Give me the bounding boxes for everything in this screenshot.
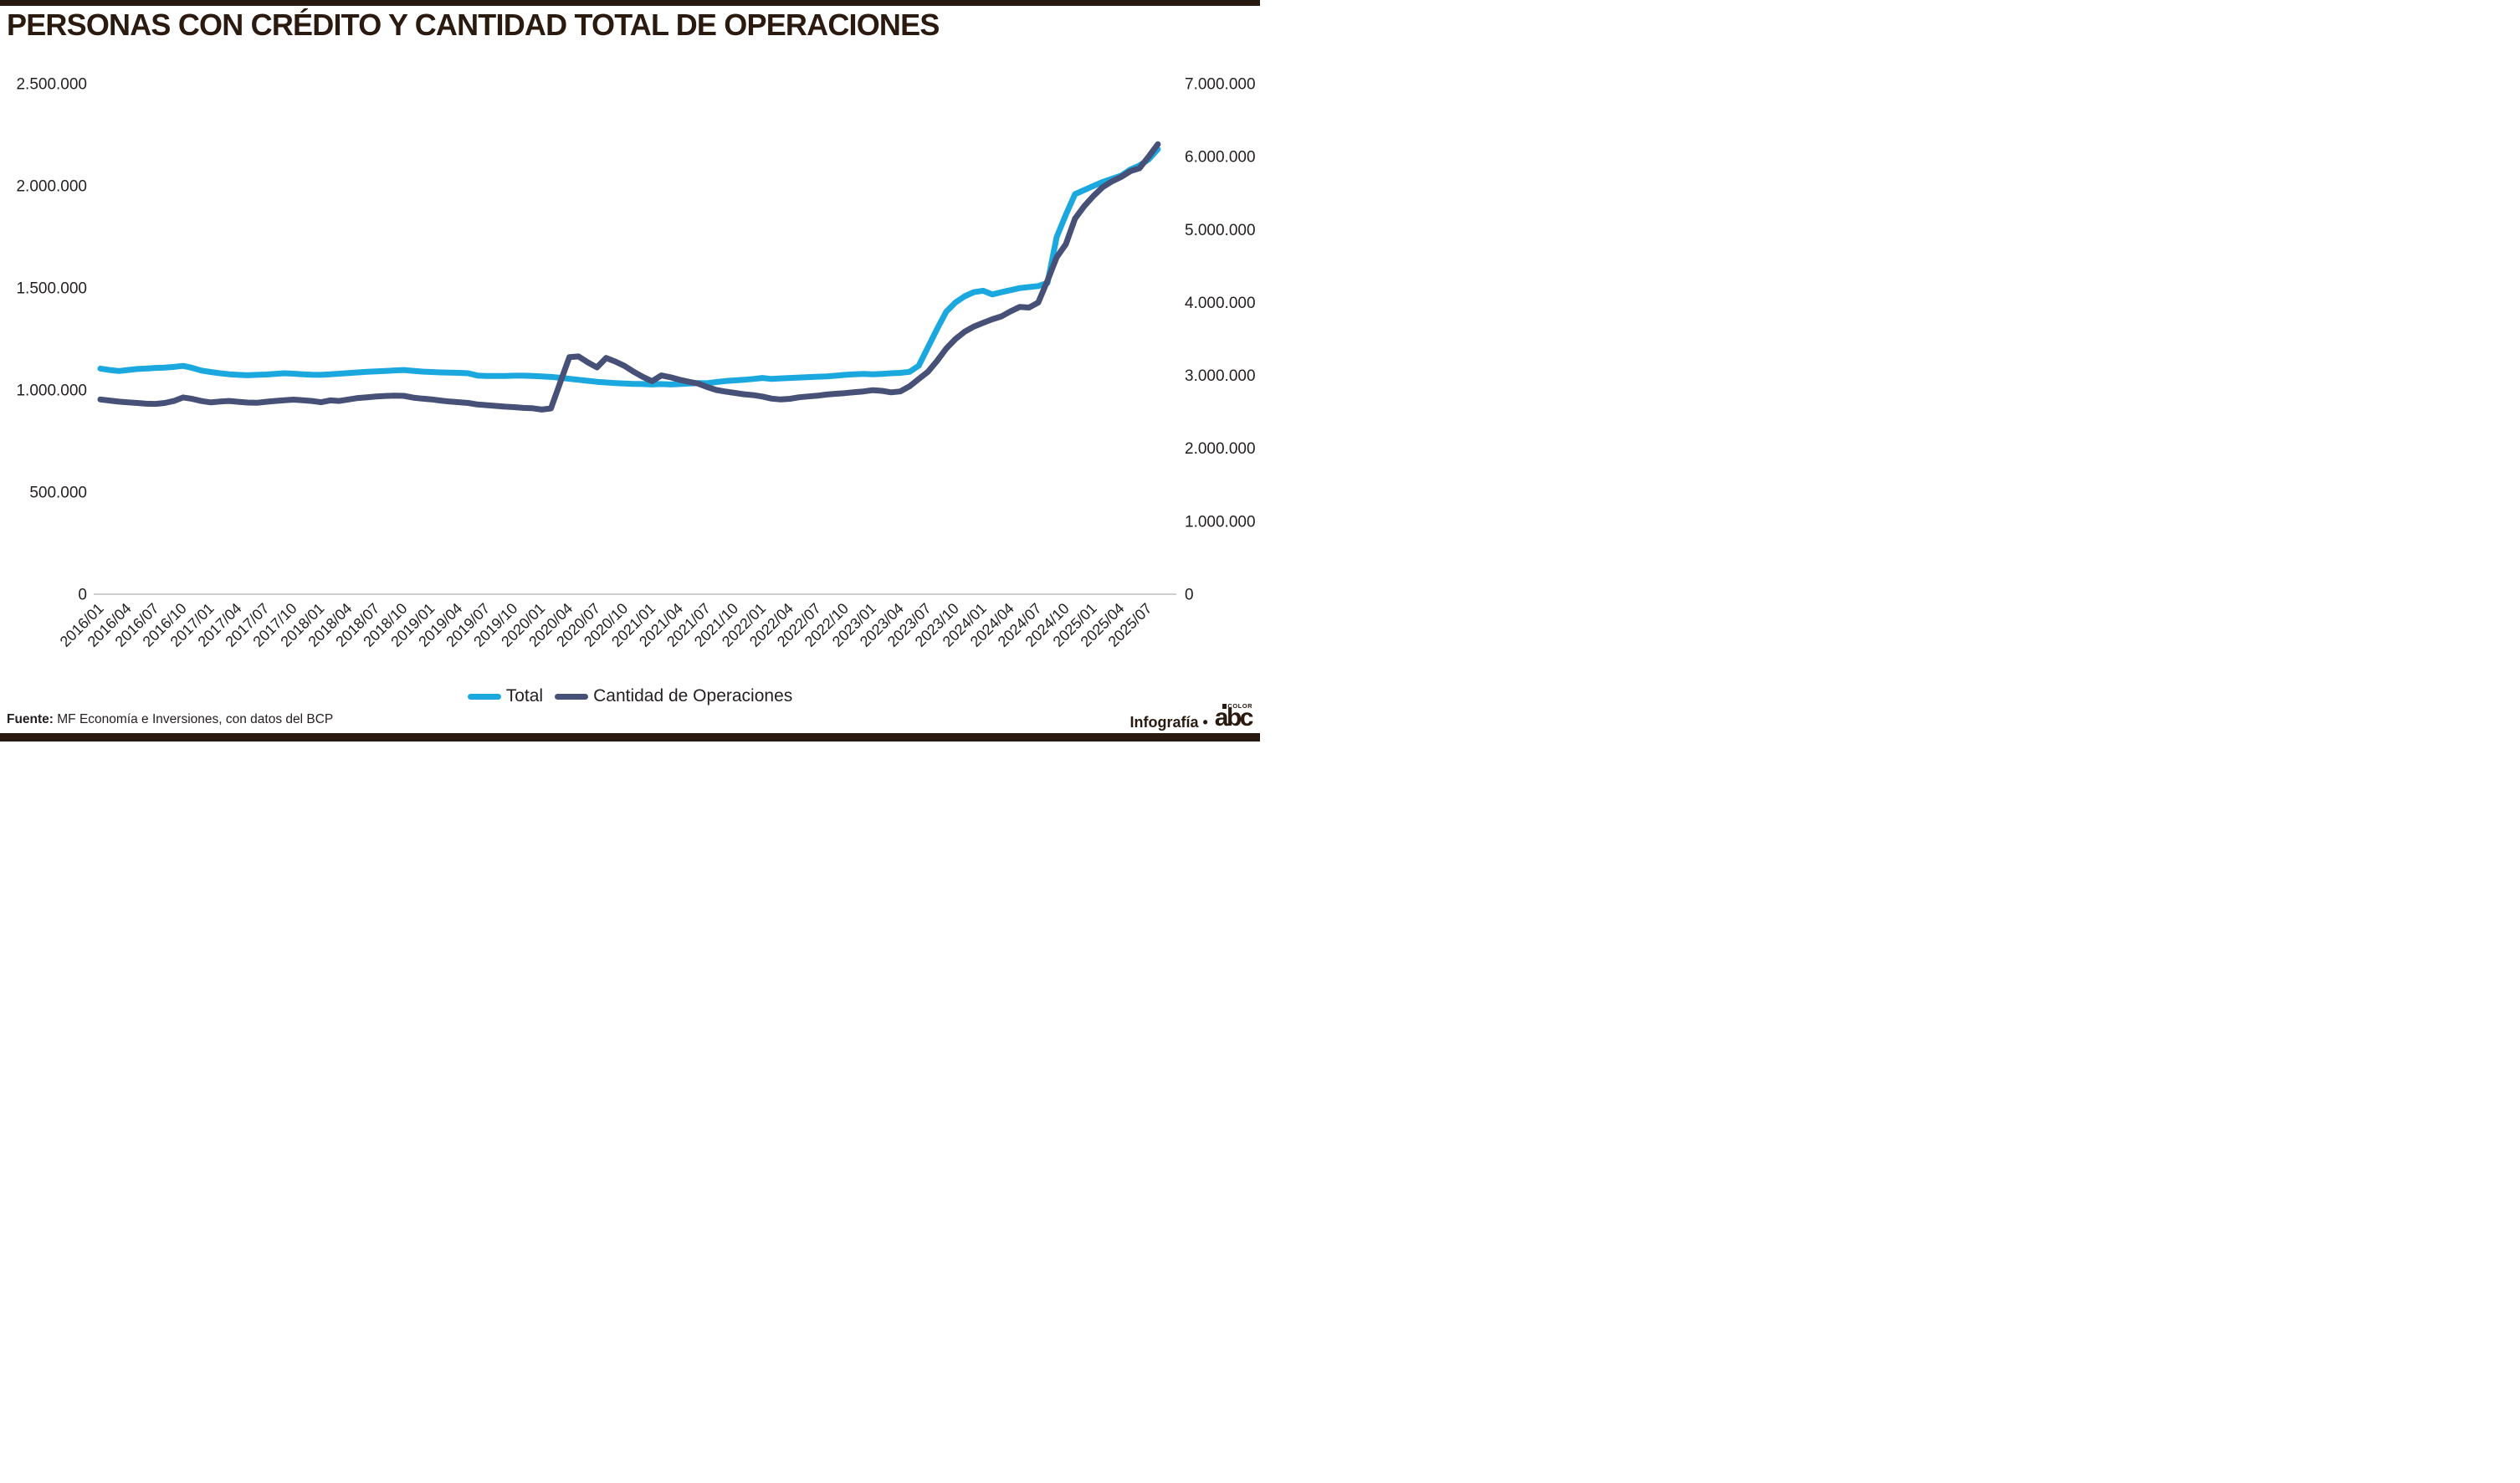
right-axis-tick-label: 2.000.000	[1185, 440, 1256, 458]
legend-label-total: Total	[505, 686, 544, 706]
operations-line-swatch	[555, 693, 589, 700]
right-axis-tick-label: 7.000.000	[1185, 76, 1256, 94]
right-axis-tick-label: 1.000.000	[1185, 513, 1256, 531]
left-axis-tick-label: 2.500.000	[16, 76, 87, 94]
left-axis-tick-label: 2.000.000	[16, 178, 87, 196]
source-label: Fuente:	[7, 712, 54, 726]
total-line	[97, 146, 1161, 387]
source-text: MF Economía e Inversiones, con datos del…	[53, 712, 334, 726]
right-axis-tick-label: 3.000.000	[1185, 367, 1256, 385]
operations-line	[97, 141, 1161, 413]
credit-text: Infografía •	[1129, 714, 1208, 731]
abc-logo-text: abc	[1214, 704, 1254, 731]
abc-color-logo: COLOR abc	[1214, 702, 1254, 731]
line-chart: 0 500.000 1.000.000 1.500.000 2.000.000 2.500…	[16, 76, 1256, 650]
left-axis-tick-label: 1.000.000	[16, 382, 87, 400]
legend-item-operaciones: Cantidad de Operaciones	[555, 686, 792, 706]
legend-item-total: Total	[467, 686, 544, 706]
source-note: Fuente: MF Economía e Inversiones, con d…	[7, 712, 333, 727]
left-axis-tick-label: 0	[78, 587, 87, 604]
total-line-swatch	[467, 693, 501, 700]
left-axis-tick-label: 1.500.000	[16, 280, 87, 298]
right-axis-tick-label: 4.000.000	[1185, 295, 1256, 312]
right-axis-tick-label: 6.000.000	[1185, 149, 1256, 167]
bottom-accent-bar	[0, 733, 1260, 742]
right-axis-tick-label: 5.000.000	[1185, 222, 1256, 239]
left-axis-tick-label: 500.000	[29, 485, 87, 502]
page-title: PERSONAS CON CRÉDITO Y CANTIDAD TOTAL DE…	[7, 8, 940, 42]
abc-logo-color-label: COLOR	[1222, 702, 1252, 710]
chart-legend: Total Cantidad de Operaciones	[0, 686, 1260, 706]
infographic-credit: Infografía • COLOR abc	[1129, 702, 1254, 731]
top-accent-bar	[0, 0, 1260, 6]
right-axis-tick-label: 0	[1185, 587, 1194, 604]
legend-label-operaciones: Cantidad de Operaciones	[593, 686, 793, 706]
